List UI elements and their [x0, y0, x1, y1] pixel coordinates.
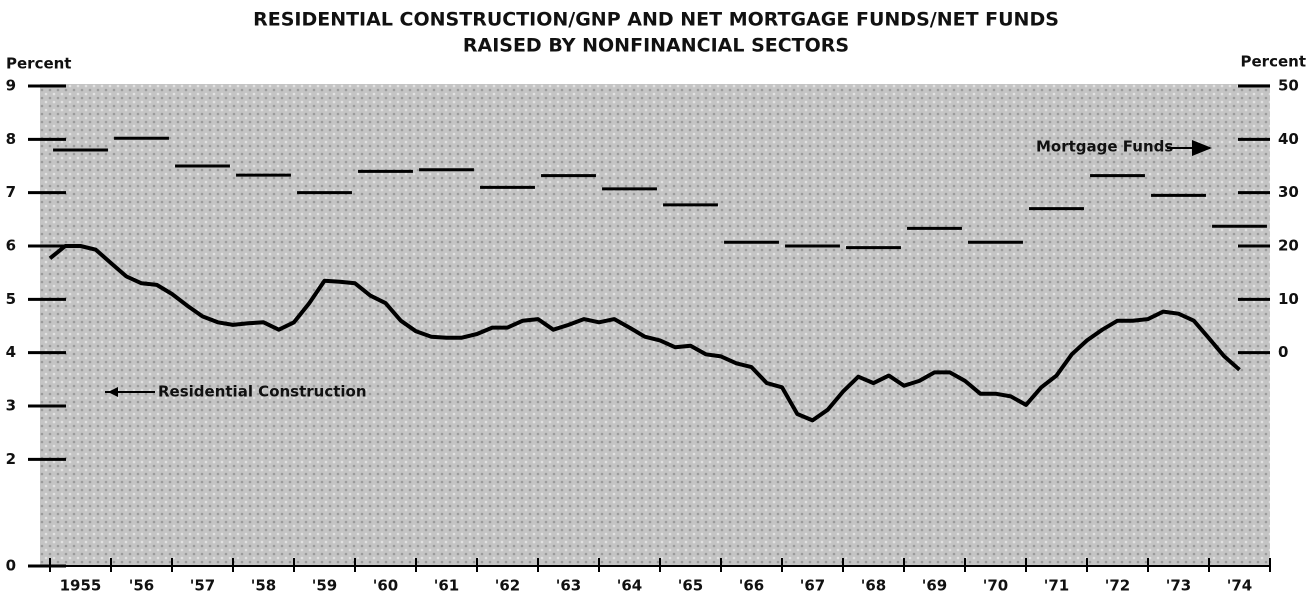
- y-tick-label: 3: [6, 397, 16, 415]
- y2-tick-label: 10: [1278, 290, 1299, 308]
- y-tick-label: 7: [6, 183, 16, 201]
- x-tick-label: '59: [312, 577, 337, 595]
- x-tick-label: '73: [1166, 577, 1191, 595]
- x-tick-label: '69: [922, 577, 947, 595]
- x-tick-label: '63: [556, 577, 581, 595]
- y2-axis-label: Percent: [1241, 53, 1306, 71]
- y-tick-label: 6: [6, 237, 16, 255]
- x-tick-label: '74: [1227, 577, 1252, 595]
- x-tick-label: '66: [739, 577, 764, 595]
- residential-line: [48, 244, 1241, 423]
- y-tick-label: 5: [6, 290, 16, 308]
- x-tick-label: '70: [983, 577, 1008, 595]
- x-tick-label: '58: [251, 577, 276, 595]
- y-tick-label: 2: [6, 450, 16, 468]
- y2-tick-label: 40: [1278, 130, 1299, 148]
- y-tick-label: 4: [6, 343, 16, 361]
- y2-tick-label: 50: [1278, 77, 1299, 95]
- annotation-arrowhead: [108, 387, 118, 397]
- x-tick-label: '65: [678, 577, 703, 595]
- annotation: Residential Construction: [158, 383, 367, 401]
- x-tick-label: '72: [1105, 577, 1130, 595]
- y-tick-label: 9: [6, 77, 16, 95]
- x-tick-label: '57: [190, 577, 215, 595]
- y2-tick-label: 20: [1278, 237, 1299, 255]
- x-tick-label: '60: [373, 577, 398, 595]
- y2-tick-label: 30: [1278, 183, 1299, 201]
- x-tick-label: 1955: [60, 577, 102, 595]
- x-tick-label: '56: [129, 577, 154, 595]
- x-tick-label: '68: [861, 577, 886, 595]
- chart-subtitle: RAISED BY NONFINANCIAL SECTORS: [463, 35, 849, 57]
- x-tick-label: '61: [434, 577, 459, 595]
- annotation: Mortgage Funds: [1036, 138, 1173, 156]
- x-tick-label: '62: [495, 577, 520, 595]
- y-axis-label: Percent: [6, 55, 71, 73]
- x-tick-label: '67: [800, 577, 825, 595]
- chart-title: RESIDENTIAL CONSTRUCTION/GNP AND NET MOR…: [253, 9, 1059, 31]
- y2-tick-label: 0: [1278, 343, 1288, 361]
- x-tick-label: '64: [617, 577, 642, 595]
- x-tick-label: '71: [1044, 577, 1069, 595]
- y-tick-label: 0: [6, 557, 16, 575]
- y-tick-label: 8: [6, 130, 16, 148]
